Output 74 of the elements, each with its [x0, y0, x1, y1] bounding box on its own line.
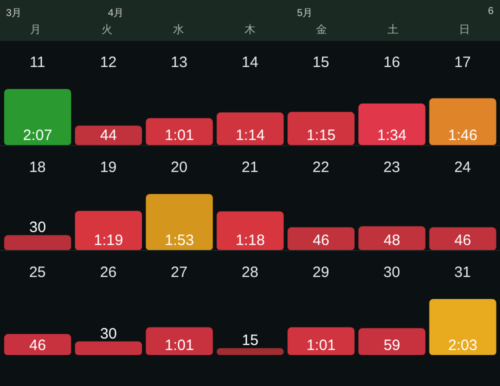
- x-tick-label: 21: [242, 159, 258, 176]
- bar: [216, 211, 284, 250]
- x-tick-label: 26: [100, 264, 117, 281]
- x-tick-label: 30: [383, 264, 400, 281]
- text: 木: [243, 23, 256, 37]
- text: 水: [172, 23, 186, 37]
- x-tick-label: 24: [454, 159, 471, 176]
- text: 6: [488, 6, 494, 17]
- text: 火: [100, 23, 114, 37]
- bar: [358, 226, 426, 250]
- bar: [429, 98, 496, 145]
- x-tick-label: 18: [29, 159, 46, 176]
- data-label: 15: [242, 332, 259, 350]
- data-label: 1:19: [94, 232, 124, 249]
- bar: [4, 89, 72, 145]
- bar: [74, 341, 142, 355]
- data-label: 1:46: [448, 127, 478, 144]
- data-label: 1:01: [306, 337, 336, 354]
- bar: [288, 227, 355, 250]
- text: 月: [29, 23, 42, 37]
- data-label: 46: [29, 337, 46, 354]
- data-label: 1:53: [164, 232, 194, 249]
- data-label: 1:15: [306, 127, 336, 144]
- data-label: 46: [312, 232, 330, 249]
- bar: [216, 348, 284, 355]
- bar: [74, 210, 142, 250]
- data-label: 1:01: [164, 337, 194, 354]
- x-tick-label: 14: [242, 54, 258, 71]
- x-tick-label: 16: [383, 54, 400, 71]
- bar: [358, 328, 426, 355]
- bar: [146, 118, 213, 145]
- bar: [4, 334, 72, 355]
- bar: [358, 104, 426, 145]
- x-tick-label: 25: [29, 264, 46, 281]
- text: 4月: [108, 7, 124, 20]
- data-label: 2:07: [23, 127, 52, 144]
- x-tick-label: 29: [312, 264, 330, 281]
- text: 5月: [297, 7, 313, 20]
- x-tick-label: 27: [170, 264, 188, 281]
- bar: [4, 235, 72, 250]
- x-tick-label: 11: [30, 54, 46, 71]
- data-label: 48: [384, 232, 400, 249]
- data-label: 44: [100, 127, 117, 144]
- bar: [74, 126, 142, 145]
- data-label: 1:14: [236, 127, 265, 144]
- bar: [429, 299, 496, 355]
- data-label: 1:01: [164, 127, 194, 144]
- data-label: 1:34: [377, 127, 407, 144]
- bar: [146, 327, 213, 355]
- x-tick-label: 19: [100, 159, 117, 176]
- x-tick-label: 20: [170, 159, 188, 176]
- data-label: 30: [100, 325, 117, 342]
- x-tick-label: 15: [312, 54, 330, 71]
- x-tick-label: 12: [100, 54, 117, 71]
- data-label: 1:18: [236, 232, 265, 249]
- text: 金: [314, 23, 328, 37]
- bar: [216, 112, 284, 145]
- data-label: 59: [384, 337, 400, 354]
- data-label: 2:03: [448, 337, 478, 354]
- x-tick-label: 22: [312, 159, 330, 176]
- bar: [288, 112, 355, 145]
- bar: [146, 194, 213, 250]
- bar: [429, 227, 496, 250]
- x-tick-label: 31: [454, 264, 471, 281]
- x-tick-label: 28: [242, 264, 258, 281]
- x-tick-label: 13: [170, 54, 188, 71]
- text: 土: [386, 23, 400, 37]
- x-tick-label: 23: [383, 159, 400, 176]
- text: 3月: [6, 7, 22, 20]
- data-label: 46: [454, 232, 472, 249]
- text: 日: [458, 23, 471, 37]
- data-label: 30: [29, 219, 46, 236]
- x-tick-label: 17: [454, 54, 471, 71]
- bar: [288, 327, 355, 355]
